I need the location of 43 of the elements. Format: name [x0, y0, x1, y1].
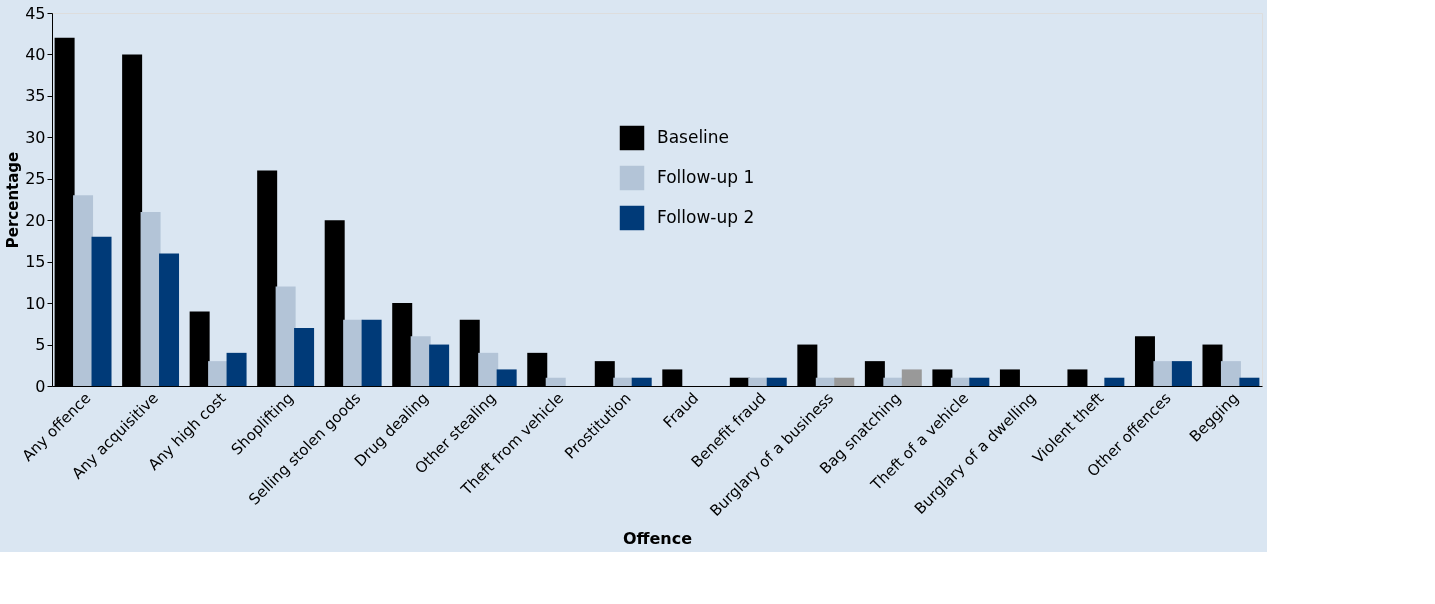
y-tick-label: 15	[25, 252, 46, 272]
y-axis-title: Percentage	[4, 151, 23, 249]
legend-label: Follow-up 1	[657, 167, 755, 187]
bar	[361, 319, 382, 386]
bar	[496, 369, 517, 386]
y-tick-label: 25	[25, 169, 46, 189]
bar	[766, 377, 787, 386]
y-tick-label: 30	[25, 127, 46, 147]
bar	[91, 236, 112, 386]
bar	[73, 195, 94, 386]
bar	[429, 344, 450, 386]
y-tick-label: 0	[35, 376, 46, 396]
bar	[410, 336, 431, 386]
bar	[545, 377, 566, 386]
y-tick-label: 45	[25, 3, 46, 23]
bar	[834, 377, 855, 386]
bar	[1153, 361, 1174, 386]
bar	[613, 377, 634, 386]
bar	[901, 369, 922, 386]
bar	[140, 211, 161, 386]
bar	[883, 377, 904, 386]
bar	[748, 377, 769, 386]
bar	[343, 319, 364, 386]
x-axis-title: Offence	[622, 529, 693, 549]
bar	[159, 253, 180, 386]
bar	[969, 377, 990, 386]
y-tick-label: 35	[25, 86, 46, 106]
y-tick-label: 20	[25, 210, 46, 230]
bar	[226, 352, 247, 386]
bar	[208, 361, 229, 386]
legend-label: Baseline	[657, 127, 730, 147]
bar	[478, 352, 499, 386]
legend-label: Follow-up 2	[657, 207, 755, 227]
bar	[294, 327, 315, 386]
y-tick-label: 5	[35, 335, 46, 355]
bar	[631, 377, 652, 386]
bar	[1171, 361, 1192, 386]
y-tick-label: 40	[25, 44, 46, 64]
bar	[1220, 361, 1241, 386]
bar	[1104, 377, 1125, 386]
bar	[275, 286, 296, 386]
y-tick-label: 10	[25, 293, 46, 313]
bar	[1239, 377, 1260, 386]
